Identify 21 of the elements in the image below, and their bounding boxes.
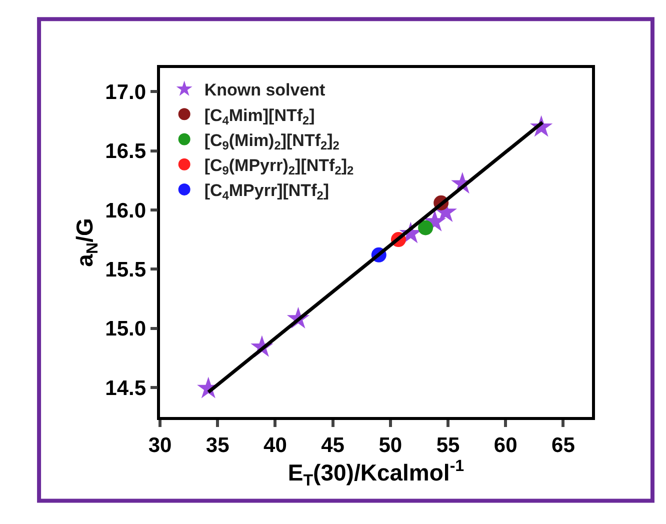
x-tick-label: 55 <box>436 434 460 457</box>
legend-label: [C$_{4}$MPyrr][NTf$_{2}$] <box>204 181 330 203</box>
x-tick-label: 30 <box>148 434 172 457</box>
legend-label: Known solvent <box>204 80 326 100</box>
legend-label: [C$_{9}$(MPyrr)$_{2}$][NTf$_{2}$]$_{2}$ <box>204 156 354 178</box>
x-tick-label: 35 <box>206 434 230 457</box>
y-tick-label: 16.0 <box>105 199 146 222</box>
y-tick-label: 17.0 <box>105 81 146 104</box>
x-tick-label: 45 <box>321 434 345 457</box>
x-tick-label: 65 <box>552 434 576 457</box>
legend-label: [C$_{4}$Mim][NTf$_{2}$] <box>204 106 315 128</box>
y-tick-label: 15.5 <box>105 258 146 282</box>
point <box>418 220 434 236</box>
x-tick-label: 50 <box>378 434 402 457</box>
x-tick-label: 40 <box>264 434 287 457</box>
legend-label: [C$_{9}$(Mim)$_{2}$][NTf$_{2}$]$_{2}$ <box>204 130 340 152</box>
y-tick-label: 15.0 <box>105 318 146 341</box>
x-tick-label: 60 <box>494 434 518 457</box>
x-axis-title: E$_{T}$(30)/Kcalmol$^{-1}$ <box>288 456 464 490</box>
y-tick-label: 14.5 <box>105 376 146 400</box>
y-tick-label: 16.5 <box>105 140 146 164</box>
